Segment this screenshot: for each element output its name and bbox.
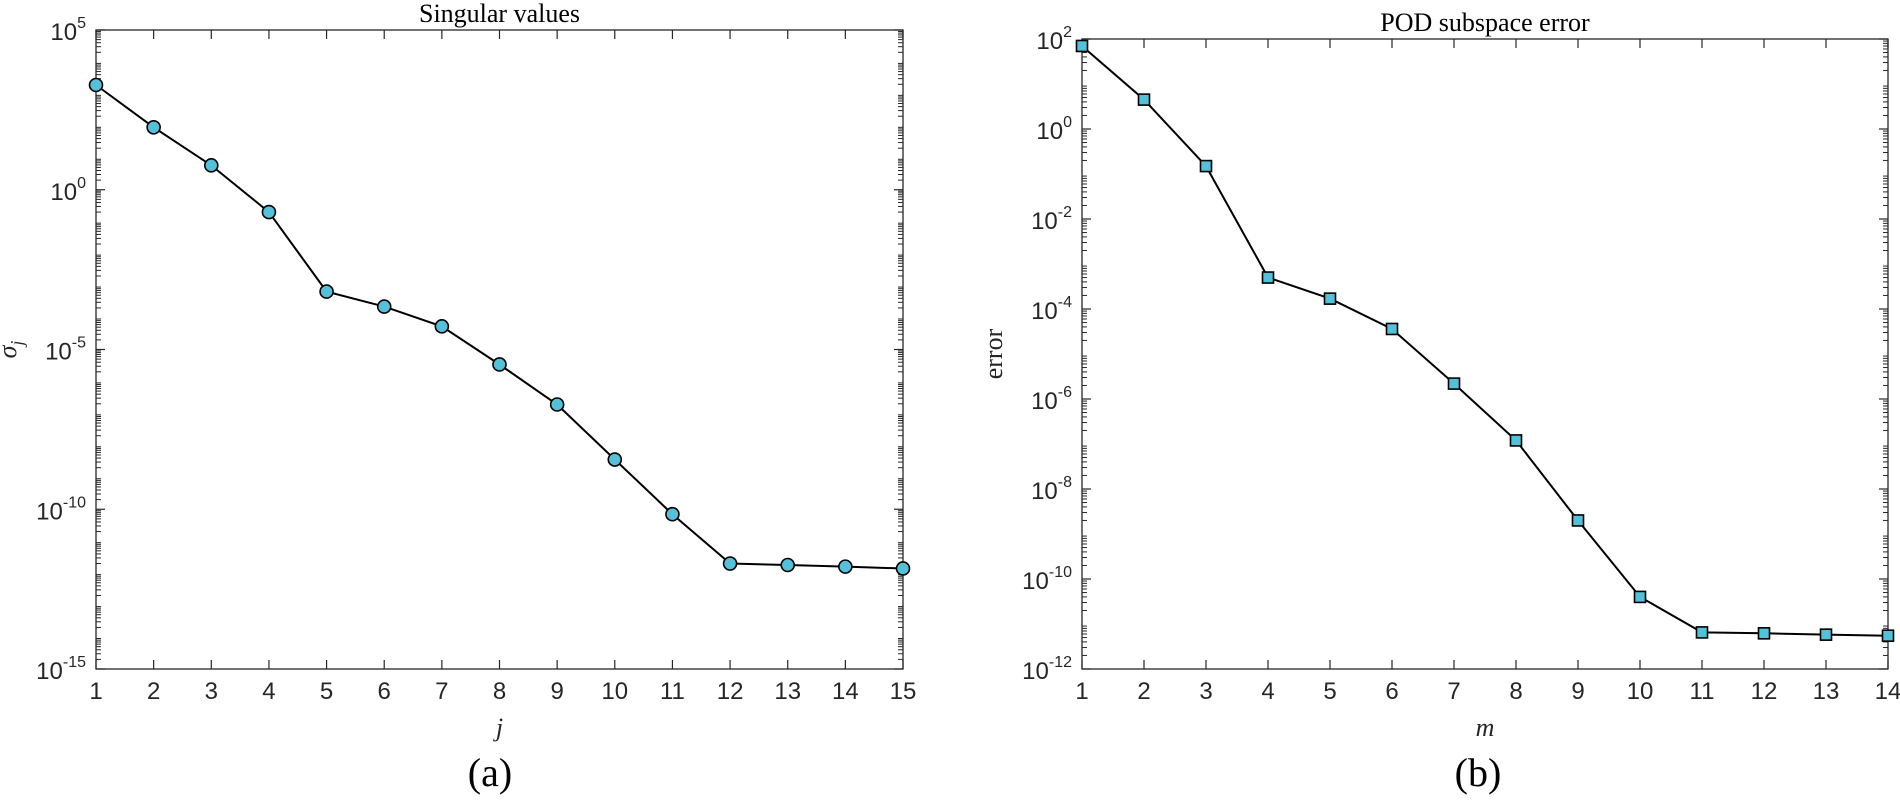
y-tick-label: 10-5	[45, 335, 86, 366]
data-point	[261, 204, 277, 220]
data-point	[1323, 292, 1337, 305]
data-point	[1571, 514, 1585, 527]
y-tick-label: 10-15	[36, 654, 86, 685]
x-tick-label: 14	[832, 678, 859, 705]
data-point	[1757, 627, 1771, 640]
x-tick-label: 7	[1447, 678, 1460, 705]
plot-frame	[1081, 38, 1889, 670]
x-tick-label: 7	[435, 678, 448, 705]
data-point	[1075, 39, 1089, 53]
x-tick-label: 5	[1323, 678, 1336, 705]
y-tick-label: 102	[1036, 24, 1072, 55]
data-point	[1385, 322, 1399, 336]
x-tick-label: 9	[1571, 678, 1584, 705]
x-tick-label: 6	[1385, 678, 1398, 705]
data-point	[1137, 93, 1151, 106]
plot-frame	[95, 29, 904, 670]
x-tick-label: 8	[493, 678, 506, 705]
x-tick-label: 3	[205, 678, 218, 705]
x-tick-label: 11	[660, 678, 685, 705]
y-tick-label: 10-2	[1031, 204, 1072, 235]
data-point	[1199, 159, 1213, 173]
x-tick-label: 13	[774, 678, 801, 705]
x-tick-label: 10	[601, 678, 628, 705]
y-tick-label: 10-10	[1022, 564, 1072, 595]
y-tick-label: 100	[1036, 114, 1072, 145]
data-point	[1695, 626, 1709, 639]
data-point	[1881, 629, 1895, 642]
data-point	[319, 284, 334, 299]
panel-caption: (b)	[1455, 750, 1502, 795]
data-point	[492, 357, 507, 372]
data-point	[1633, 590, 1647, 604]
data-point	[1819, 628, 1833, 641]
data-point	[722, 556, 738, 571]
x-tick-label: 2	[1137, 678, 1150, 705]
data-point	[549, 397, 565, 412]
x-tick-label: 12	[1751, 678, 1778, 705]
y-tick-label: 10-10	[36, 494, 86, 525]
data-point	[780, 557, 796, 573]
series-line	[1081, 45, 1889, 637]
data-point	[838, 559, 853, 574]
chart-title: Singular values	[419, 0, 580, 28]
y-tick-label: 10-4	[1031, 294, 1072, 325]
data-point	[376, 299, 392, 314]
data-point	[1509, 434, 1523, 447]
y-tick-label: 100	[50, 175, 86, 206]
data-point	[607, 452, 623, 467]
data-point	[665, 506, 680, 522]
x-axis-label: j	[493, 713, 503, 742]
x-tick-label: 11	[1690, 678, 1715, 705]
data-point	[1261, 271, 1275, 284]
panel-caption: (a)	[468, 750, 512, 795]
x-tick-label: 12	[717, 678, 744, 705]
x-tick-label: 1	[1075, 678, 1088, 705]
y-tick-label: 10-6	[1031, 384, 1072, 415]
data-point	[1447, 377, 1461, 390]
x-tick-label: 3	[1199, 678, 1212, 705]
data-point	[895, 561, 911, 576]
minor-ticks	[1082, 40, 1888, 656]
x-tick-label: 4	[262, 678, 275, 705]
x-tick-label: 10	[1627, 678, 1654, 705]
y-tick-label: 105	[50, 15, 86, 46]
x-tick-label: 15	[890, 678, 917, 705]
x-tick-label: 14	[1875, 678, 1900, 705]
x-tick-label: 13	[1813, 678, 1840, 705]
x-tick-label: 2	[147, 678, 160, 705]
x-tick-label: 8	[1509, 678, 1522, 705]
y-axis-label: error	[979, 328, 1008, 379]
data-point	[146, 120, 161, 135]
y-axis-label: σj	[0, 341, 27, 359]
x-tick-label: 5	[320, 678, 333, 705]
x-tick-label: 9	[550, 678, 563, 705]
y-tick-label: 10-12	[1022, 654, 1072, 685]
data-point	[88, 77, 104, 93]
x-tick-label: 4	[1261, 678, 1274, 705]
x-tick-label: 6	[378, 678, 391, 705]
series-line	[95, 84, 904, 570]
data-point	[434, 319, 450, 334]
minor-ticks	[96, 30, 903, 660]
x-tick-label: 1	[89, 678, 102, 705]
data-point	[203, 158, 219, 173]
y-tick-label: 10-8	[1031, 474, 1072, 505]
x-axis-label: m	[1476, 713, 1495, 742]
chart-title: POD subspace error	[1380, 8, 1590, 37]
